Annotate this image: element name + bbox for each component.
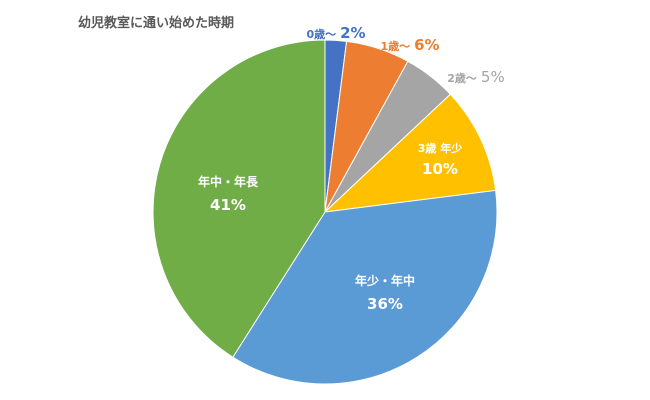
- slice-value: 5%: [481, 68, 505, 86]
- chart-title: 幼児教室に通い始めた時期: [78, 16, 235, 31]
- slice-category: 1歳〜: [380, 39, 410, 53]
- slice-value: 6%: [414, 36, 439, 54]
- pie-slice: [152, 39, 326, 358]
- slice-label: 0歳〜 2%: [306, 24, 365, 42]
- slice-label: 2歳〜 5%: [447, 68, 504, 86]
- slice-category: 年中・年長: [198, 174, 259, 189]
- slice-value: 2%: [340, 24, 365, 42]
- pie-slice: [323, 93, 497, 213]
- slice-category: 年少・年中: [355, 273, 415, 288]
- slice-label: 1歳〜 6%: [380, 36, 439, 54]
- pie-slice: [232, 189, 498, 385]
- slice-category: 2歳〜: [447, 71, 477, 85]
- slice-value: 36%: [367, 295, 403, 313]
- slice-value: 10%: [422, 160, 458, 178]
- slice-category: 3歳 年少: [418, 141, 462, 155]
- slice-category: 0歳〜: [306, 27, 336, 41]
- slice-value: 41%: [210, 196, 246, 214]
